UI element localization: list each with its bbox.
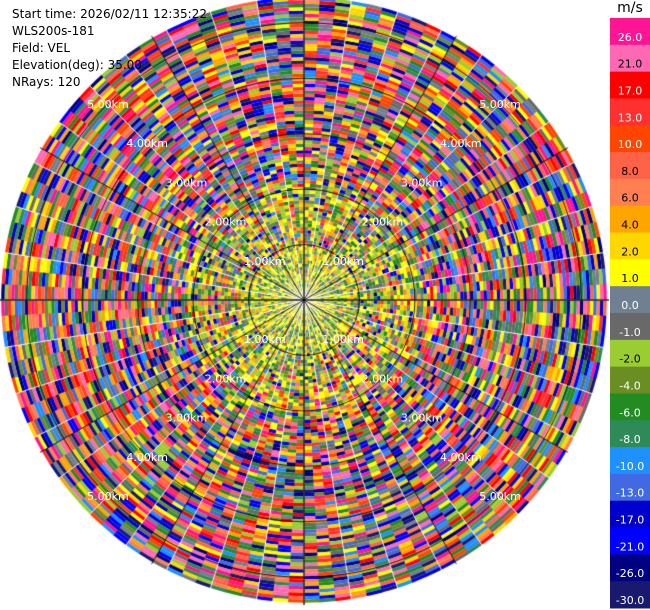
colorbar-tick-label: -21.0 xyxy=(616,540,644,553)
range-ring-label: 2.00km xyxy=(205,372,247,385)
scan-info: Start time: 2026/02/11 12:35:22 WLS200s-… xyxy=(12,6,207,91)
colorbar-tick-label: -6.0 xyxy=(619,406,640,419)
colorbar-tick-label: -17.0 xyxy=(616,514,644,527)
colorbar-tick-label: 17.0 xyxy=(618,84,643,97)
nrays-text: NRays: 120 xyxy=(12,75,81,89)
range-ring-label: 1.00km xyxy=(244,255,286,268)
colorbar-swatch xyxy=(610,527,650,555)
start-time-text: Start time: 2026/02/11 12:35:22 xyxy=(12,7,207,21)
colorbar-tick-label: 0.0 xyxy=(621,299,639,312)
colorbar-tick-label: 2.0 xyxy=(621,245,639,258)
colorbar-swatch xyxy=(610,125,650,153)
range-ring-label: 5.00km xyxy=(87,490,129,503)
range-ring-label: 3.00km xyxy=(166,412,208,425)
range-ring-label: 1.00km xyxy=(322,333,364,346)
colorbar-swatch xyxy=(610,98,650,126)
colorbar-tick-label: 6.0 xyxy=(621,192,639,205)
range-ring-label: 5.00km xyxy=(87,98,129,111)
colorbar-tick-label: 10.0 xyxy=(618,138,643,151)
field-text: Field: VEL xyxy=(12,41,71,55)
colorbar-swatch xyxy=(610,152,650,180)
range-ring-label: 5.00km xyxy=(479,98,521,111)
instrument-text: WLS200s-181 xyxy=(12,24,95,38)
colorbar-tick-label: -26.0 xyxy=(616,567,644,580)
colorbar-swatch xyxy=(610,18,650,46)
colorbar-tick-label: 26.0 xyxy=(618,31,643,44)
colorbar-tick-label: 21.0 xyxy=(618,58,643,71)
colorbar-tick-label: 1.0 xyxy=(621,272,639,285)
colorbar-tick-label: -13.0 xyxy=(616,487,644,500)
colorbar-swatch xyxy=(610,420,650,448)
colorbar-tick-label: 13.0 xyxy=(618,111,643,124)
colorbar-swatch xyxy=(610,500,650,529)
range-ring-label: 1.00km xyxy=(322,255,364,268)
colorbar-unit-label: m/s xyxy=(617,0,643,16)
colorbar-swatch xyxy=(610,313,650,341)
range-ring-label: 1.00km xyxy=(244,333,286,346)
range-ring-label: 2.00km xyxy=(362,372,404,385)
colorbar-swatch xyxy=(610,178,650,207)
colorbar-swatch xyxy=(610,259,650,287)
range-ring-label: 3.00km xyxy=(166,176,208,189)
colorbar-tick-label: 4.0 xyxy=(621,219,639,232)
elevation-text: Elevation(deg): 35.00 xyxy=(12,58,142,72)
range-ring-label: 4.00km xyxy=(440,137,482,150)
range-ring-label: 2.00km xyxy=(362,216,404,229)
range-ring-label: 3.00km xyxy=(401,176,443,189)
colorbar: 26.0 21.0 17.0 13.0 10.0 8.0 6.0 4.0 2.0 1.0 0.0 -1… xyxy=(610,18,650,609)
colorbar-tick-label: -2.0 xyxy=(619,353,640,366)
colorbar-swatch xyxy=(610,286,650,314)
range-ring-label: 3.00km xyxy=(401,412,443,425)
colorbar-swatch xyxy=(610,44,650,73)
colorbar-swatch xyxy=(610,366,650,394)
colorbar-swatch xyxy=(610,473,650,502)
colorbar-tick-label: -30.0 xyxy=(616,594,644,607)
colorbar-swatch xyxy=(610,447,650,475)
colorbar-swatch xyxy=(610,232,650,260)
range-ring-label: 4.00km xyxy=(126,451,168,464)
colorbar-swatch xyxy=(610,554,650,582)
range-ring-label: 4.00km xyxy=(440,451,482,464)
range-ring-label: 2.00km xyxy=(205,216,247,229)
colorbar-tick-label: 8.0 xyxy=(621,165,639,178)
colorbar-swatch xyxy=(610,393,650,421)
colorbar-tick-label: -1.0 xyxy=(619,326,640,339)
colorbar-tick-label: -4.0 xyxy=(619,379,640,392)
range-ring-label: 5.00km xyxy=(479,490,521,503)
colorbar-swatch xyxy=(610,205,650,234)
range-ring-label: 4.00km xyxy=(126,137,168,150)
colorbar-swatch xyxy=(610,339,650,368)
colorbar-tick-label: -10.0 xyxy=(616,460,644,473)
colorbar-swatch xyxy=(610,71,650,99)
colorbar-tick-label: -8.0 xyxy=(619,433,640,446)
colorbar-swatch xyxy=(610,581,650,609)
